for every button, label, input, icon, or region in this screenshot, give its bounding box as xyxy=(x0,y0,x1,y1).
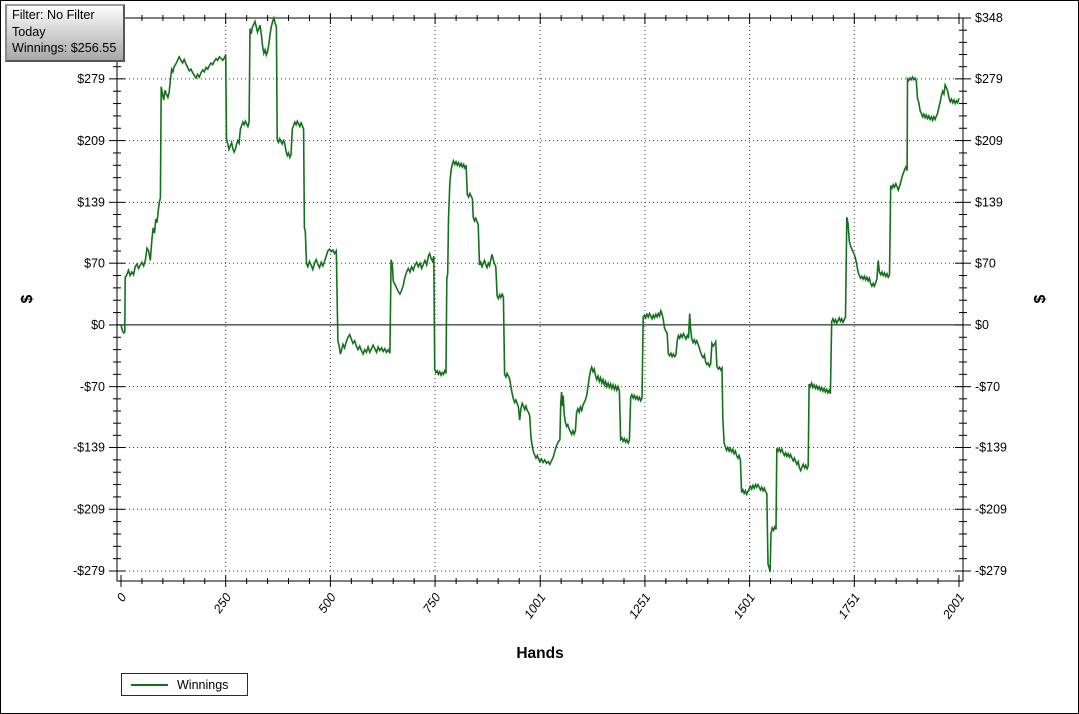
y-tick-label-right: -$209 xyxy=(975,502,1007,516)
x-tick-label: 750 xyxy=(420,591,443,616)
y-tick-label-right: $0 xyxy=(975,318,989,332)
y-tick-label-left: -$209 xyxy=(73,502,105,516)
y-tick-label-right: $70 xyxy=(975,256,996,270)
y-tick-label-right: -$139 xyxy=(975,441,1007,455)
x-tick-label: 1501 xyxy=(731,591,758,622)
y-tick-label-right: -$279 xyxy=(975,564,1007,578)
y-tick-label-left: $279 xyxy=(77,72,105,86)
date-range-line: Today xyxy=(12,24,46,39)
x-axis-title: Hands xyxy=(516,645,563,662)
x-tick-label: 1251 xyxy=(626,591,653,622)
y-axis-title-right: $ xyxy=(1032,294,1049,303)
winnings-series-line xyxy=(120,15,960,573)
legend: Winnings xyxy=(121,673,248,696)
x-tick-label: 1001 xyxy=(521,591,548,622)
y-tick-label-right: -$70 xyxy=(975,380,1000,394)
y-tick-label-left: -$70 xyxy=(80,380,105,394)
filter-line: Filter: No Filter xyxy=(12,8,95,22)
x-tick-label: 1751 xyxy=(835,591,862,622)
y-tick-label-left: $209 xyxy=(77,134,105,148)
y-tick-label-right: $348 xyxy=(975,11,1003,25)
y-tick-label-left: -$279 xyxy=(73,564,105,578)
plot-area[interactable] xyxy=(116,17,964,582)
y-tick-label-right: $209 xyxy=(975,134,1003,148)
winnings-total-line: Winnings: $256.55 xyxy=(12,41,117,55)
x-tick-label: 500 xyxy=(316,591,339,616)
y-axis-title-left: $ xyxy=(19,294,36,303)
x-tick-label: 2001 xyxy=(940,591,968,622)
y-tick-label-left: $139 xyxy=(77,196,105,210)
x-tick-label: 250 xyxy=(210,591,234,617)
y-tick-label-left: $0 xyxy=(91,318,105,332)
filter-info-box: Filter: No Filter Today Winnings: $256.5… xyxy=(5,4,126,62)
legend-line-sample xyxy=(131,683,168,686)
y-tick-label-left: -$139 xyxy=(73,441,105,455)
y-tick-label-right: $139 xyxy=(975,196,1003,210)
y-tick-label-right: $279 xyxy=(975,72,1003,86)
legend-item-winnings: Winnings xyxy=(177,677,229,692)
x-tick-label: 0 xyxy=(114,591,129,605)
y-tick-label-left: $70 xyxy=(84,256,105,270)
